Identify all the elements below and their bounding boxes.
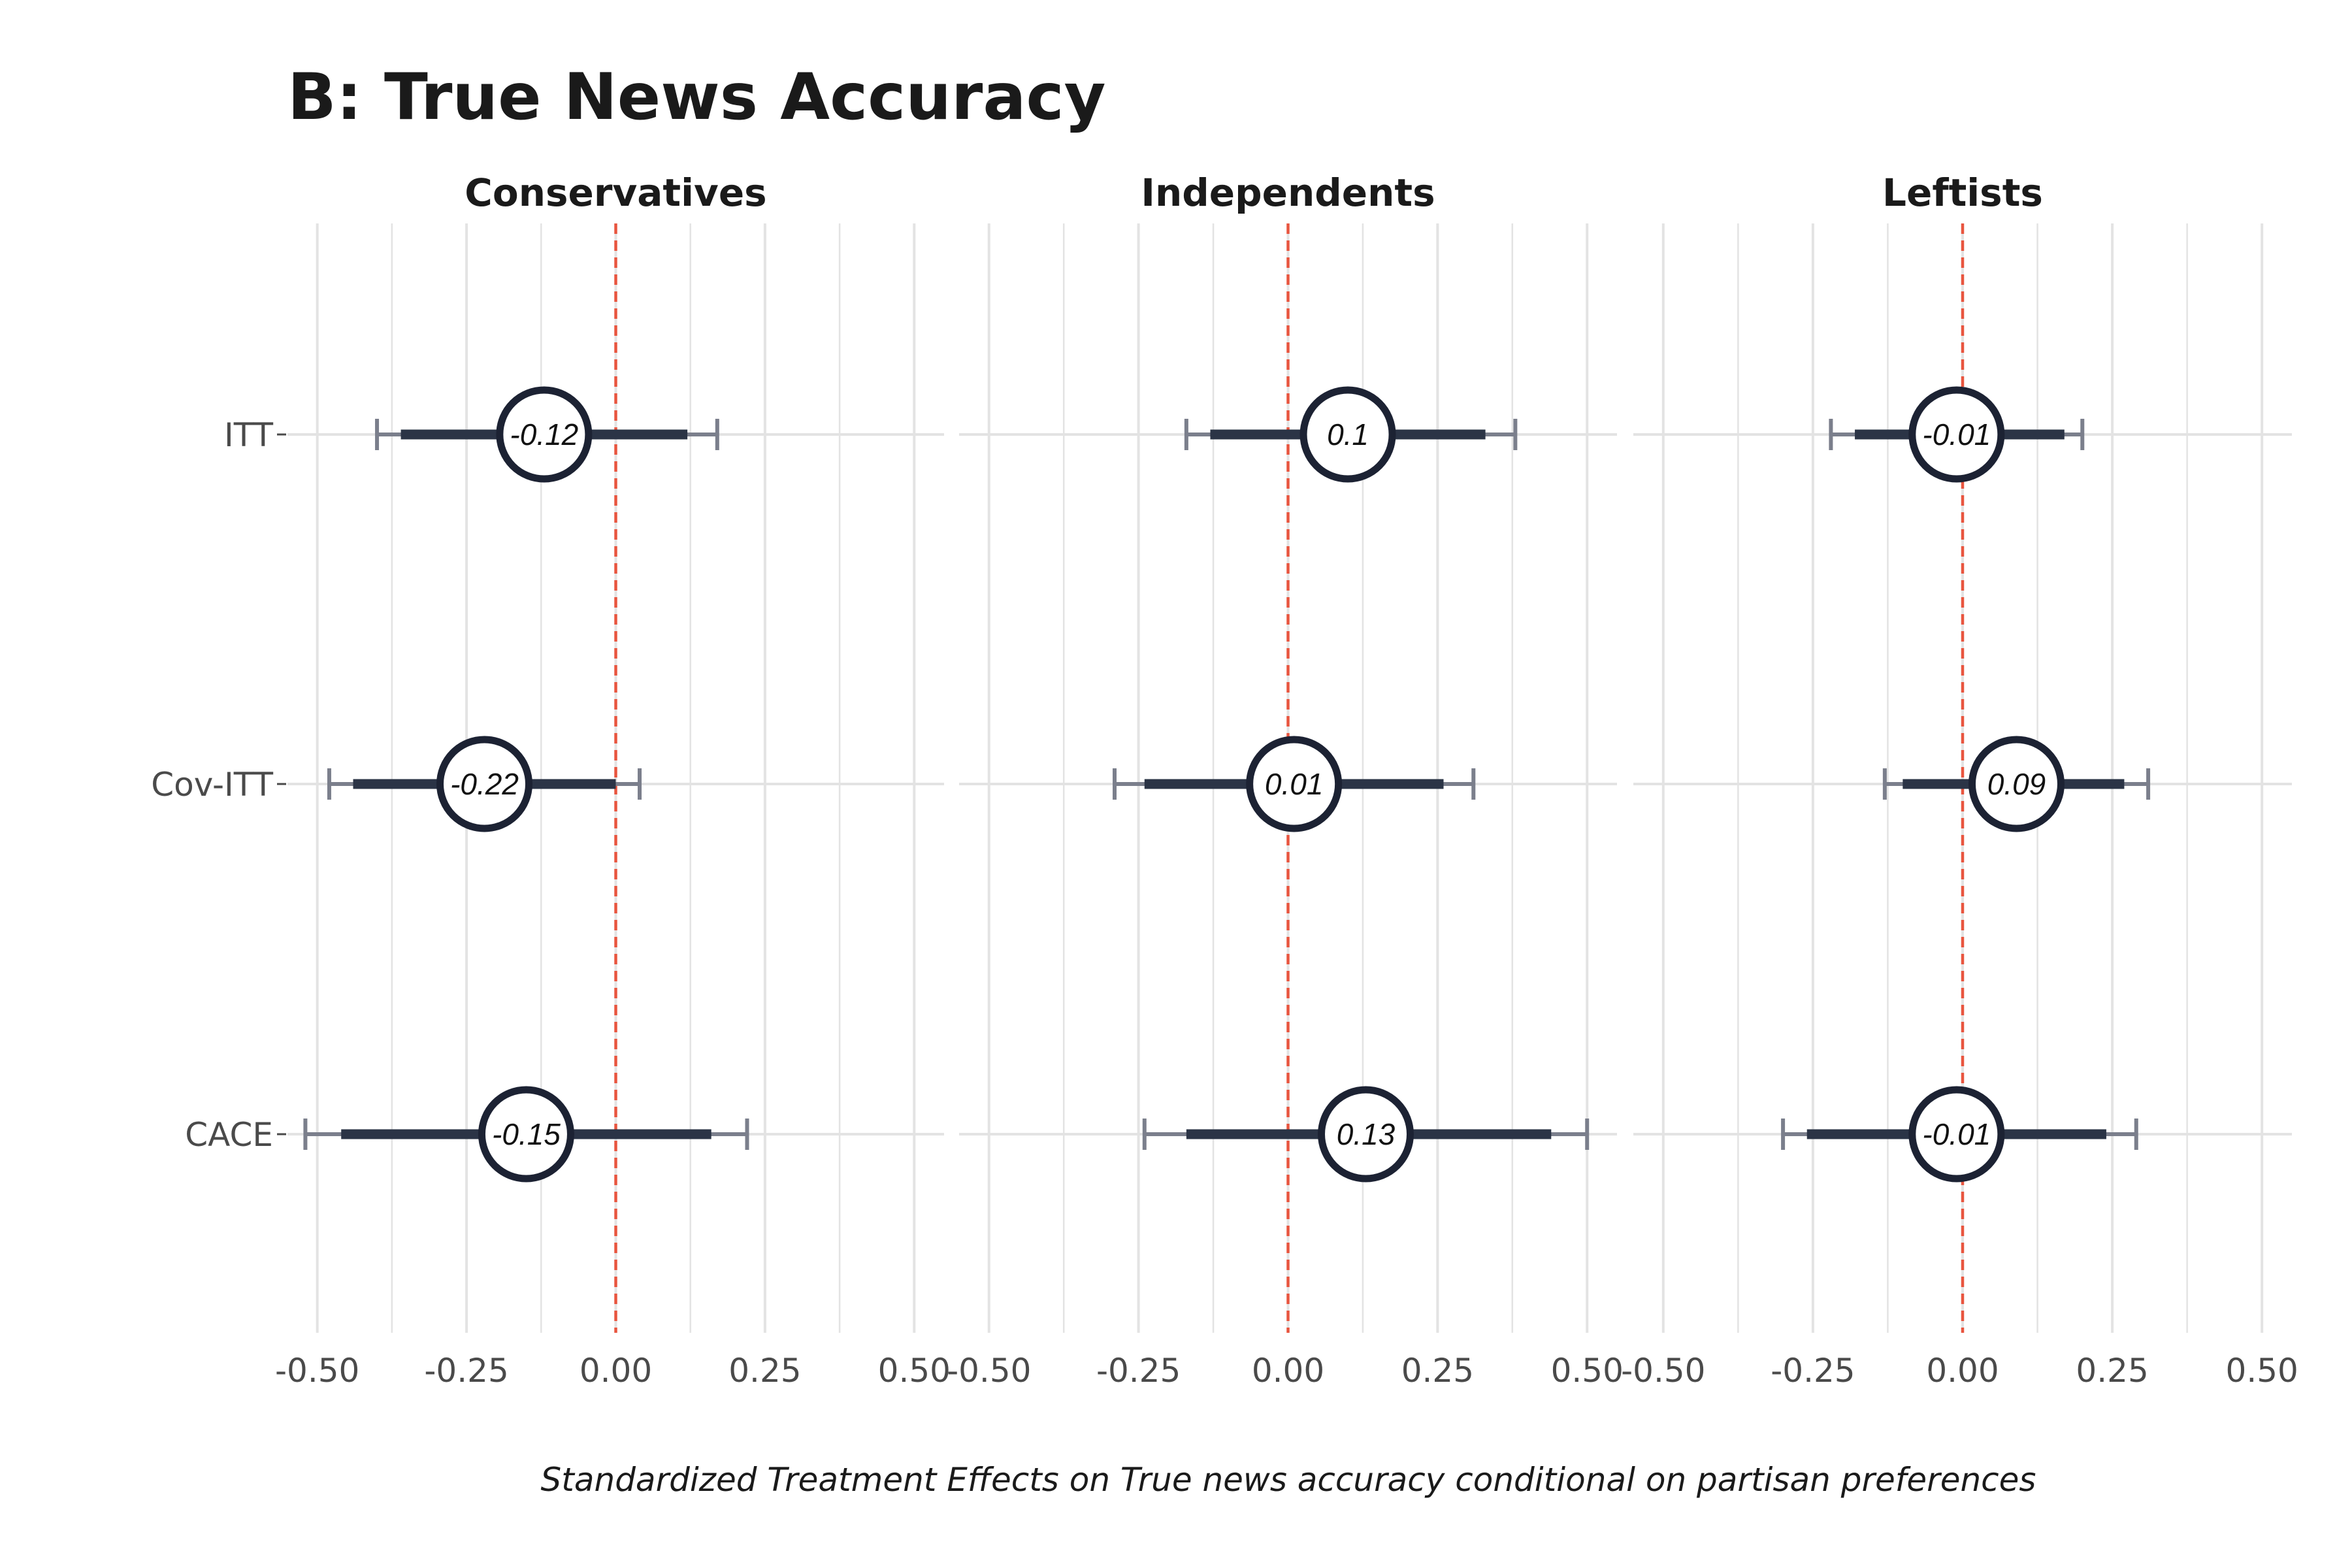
point-estimate-label: 0.1: [1327, 417, 1369, 451]
point-estimate-label: -0.15: [492, 1117, 561, 1151]
x-tick-label: -0.50: [947, 1352, 1031, 1390]
y-tick-label: ITT: [224, 416, 273, 454]
estimate-cace: 0.13: [1142, 1086, 1590, 1183]
point-estimate-label: 0.01: [1265, 767, 1324, 801]
x-tick-label: 0.25: [728, 1352, 801, 1390]
point-estimate: [478, 1086, 574, 1183]
point-estimate: [1299, 386, 1396, 483]
y-tick-label: Cov-ITT: [151, 766, 273, 804]
x-tick-label: -0.25: [1096, 1352, 1181, 1390]
point-estimate: [436, 736, 532, 832]
estimate-cace: -0.01: [1781, 1086, 2138, 1183]
x-tick-label: 0.00: [580, 1352, 652, 1390]
estimate-itt: -0.12: [375, 386, 719, 483]
point-estimate: [1968, 736, 2065, 832]
chart-title: B: True News Accuracy: [287, 60, 1105, 135]
x-tick-label: 0.00: [1252, 1352, 1324, 1390]
y-axis: ITT Cov-ITT CACE: [151, 416, 286, 1154]
point-estimate-label: -0.01: [1922, 1117, 1991, 1151]
facet-leftists: Leftists -0.50 -0.25 0.00 0.25 0.50 -0.01 0.09 -…: [1621, 171, 2298, 1390]
x-tick-label: 0.25: [1401, 1352, 1474, 1390]
x-axis-caption: Standardized Treatment Effects on True n…: [541, 1461, 2036, 1499]
point-estimate: [1318, 1086, 1414, 1183]
point-estimate: [1246, 736, 1343, 832]
x-tick-label: -0.25: [424, 1352, 508, 1390]
x-tick-label: -0.50: [1621, 1352, 1705, 1390]
facet-title: Conservatives: [465, 171, 766, 215]
x-tick-label: 0.25: [2076, 1352, 2148, 1390]
facet-independents: Independents -0.50 -0.25 0.00 0.25 0.50 0.1 0.0…: [947, 171, 1624, 1390]
estimate-cov-itt: -0.22: [327, 736, 642, 832]
estimate-cov-itt: 0.01: [1113, 736, 1476, 832]
x-tick-label: -0.50: [275, 1352, 359, 1390]
point-estimate-label: 0.09: [1987, 767, 2046, 801]
y-tick-label: CACE: [185, 1116, 273, 1154]
x-tick-label: 0.50: [1551, 1352, 1624, 1390]
point-estimate: [496, 386, 593, 483]
point-estimate-label: -0.22: [450, 767, 519, 801]
facet-layer: Conservatives -0.50 -0.25 0.00 0.25 0.50 -0.12…: [275, 171, 2298, 1390]
x-tick-label: 0.50: [878, 1352, 951, 1390]
x-tick-label: 0.00: [1926, 1352, 1999, 1390]
point-estimate: [1908, 1086, 2005, 1183]
estimate-itt: 0.1: [1184, 386, 1518, 483]
point-estimate-label: -0.01: [1922, 417, 1991, 451]
x-tick-label: -0.25: [1771, 1352, 1855, 1390]
facet-conservatives: Conservatives -0.50 -0.25 0.00 0.25 0.50 -0.12…: [275, 171, 951, 1390]
estimate-itt: -0.01: [1829, 386, 2085, 483]
estimate-cov-itt: 0.09: [1882, 736, 2151, 832]
facet-title: Leftists: [1882, 171, 2043, 215]
x-tick-label: 0.50: [2226, 1352, 2298, 1390]
facet-title: Independents: [1141, 171, 1435, 215]
estimate-cace: -0.15: [303, 1086, 749, 1183]
point-estimate-label: 0.13: [1337, 1117, 1396, 1151]
point-estimate-label: -0.12: [510, 417, 578, 451]
point-estimate: [1908, 386, 2005, 483]
